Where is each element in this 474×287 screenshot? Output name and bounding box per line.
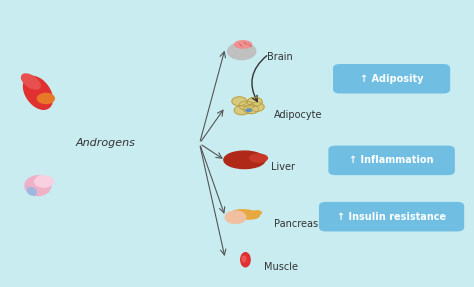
Circle shape	[35, 176, 54, 187]
Ellipse shape	[242, 256, 246, 262]
Ellipse shape	[22, 74, 40, 89]
Circle shape	[37, 93, 55, 104]
Text: Adipocyte: Adipocyte	[273, 110, 322, 120]
Circle shape	[244, 105, 258, 114]
FancyBboxPatch shape	[333, 64, 450, 94]
Ellipse shape	[241, 253, 250, 267]
Ellipse shape	[27, 187, 36, 195]
Ellipse shape	[24, 76, 52, 109]
Circle shape	[249, 102, 264, 111]
FancyBboxPatch shape	[319, 202, 464, 231]
Circle shape	[227, 158, 241, 166]
Ellipse shape	[224, 151, 265, 168]
Circle shape	[232, 97, 247, 106]
Text: Brain: Brain	[267, 52, 293, 62]
Circle shape	[247, 97, 262, 106]
Ellipse shape	[231, 210, 259, 219]
Text: Androgens: Androgens	[76, 139, 136, 148]
Circle shape	[225, 211, 246, 224]
Ellipse shape	[253, 211, 261, 215]
Text: Liver: Liver	[271, 162, 295, 172]
Text: ↑ Insulin resistance: ↑ Insulin resistance	[337, 212, 446, 222]
FancyBboxPatch shape	[328, 146, 455, 175]
Circle shape	[239, 101, 254, 110]
Ellipse shape	[246, 109, 252, 111]
Text: ↑ Inflammation: ↑ Inflammation	[349, 155, 434, 165]
Ellipse shape	[235, 41, 252, 48]
Circle shape	[234, 106, 249, 115]
Text: ↑ Adiposity: ↑ Adiposity	[360, 74, 423, 84]
Text: Muscle: Muscle	[264, 262, 298, 272]
Ellipse shape	[25, 176, 51, 195]
Text: Pancreas: Pancreas	[273, 219, 318, 229]
Ellipse shape	[250, 154, 267, 162]
Circle shape	[228, 43, 256, 60]
